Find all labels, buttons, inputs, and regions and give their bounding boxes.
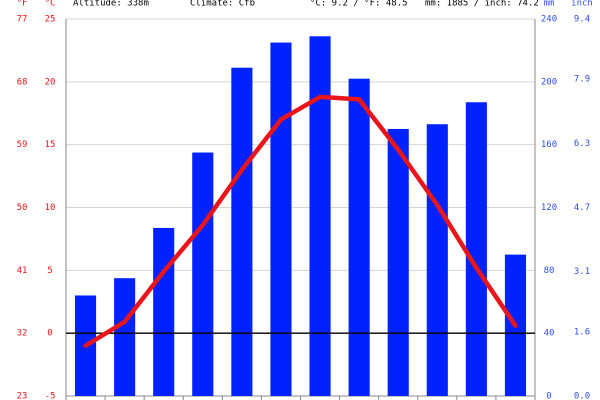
y-tick-label: 40 — [544, 329, 555, 339]
y-tick-label: 1.6 — [574, 327, 590, 337]
bar — [270, 42, 292, 396]
y-tick-label: 0 — [546, 392, 551, 400]
annotation: mm: 1885 / inch: 74.2 — [425, 0, 539, 9]
y-tick-label: 80 — [544, 266, 555, 276]
y-tick-label: 25 — [45, 15, 56, 25]
y-tick-label: -5 — [45, 392, 56, 400]
y-tick-label: 7.9 — [574, 75, 590, 85]
y-tick-label: 120 — [541, 203, 557, 213]
y-tick-label: 68 — [17, 77, 28, 87]
y-tick-label: 32 — [17, 329, 28, 339]
y-tick-label: 200 — [541, 77, 557, 87]
bar — [387, 128, 409, 397]
axis-unit-mm: mm — [544, 0, 555, 9]
y-tick-label: 0.0 — [574, 392, 590, 400]
bar — [192, 152, 214, 396]
temperature-line — [83, 94, 518, 348]
y-tick-label: 0 — [47, 329, 52, 339]
y-tick-label: 23 — [17, 392, 28, 400]
y-tick-label: 5 — [47, 266, 52, 276]
bar — [309, 36, 331, 396]
y-tick-label: 160 — [541, 140, 557, 150]
y-tick-label: 20 — [45, 77, 56, 87]
y-tick-label: 59 — [17, 140, 28, 150]
bar — [114, 278, 136, 396]
axis-unit-c: °C — [45, 0, 56, 9]
y-tick-label: 50 — [17, 203, 28, 213]
y-tick-label: 6.3 — [574, 139, 590, 149]
y-tick-label: 3.1 — [574, 267, 590, 277]
annotation: °C: 9.2 / °F: 48.5 — [310, 0, 408, 9]
annotation: Climate: Cfb — [190, 0, 255, 9]
bar — [231, 67, 253, 396]
y-tick-label: 9.4 — [574, 15, 590, 25]
y-tick-label: 240 — [541, 15, 557, 25]
y-tick-label: 77 — [17, 15, 28, 25]
bar — [348, 78, 370, 397]
bar — [426, 124, 448, 396]
axis-unit-inch: inch — [571, 0, 593, 9]
y-tick-label: 41 — [17, 266, 28, 276]
annotation: Altitude: 338m — [73, 0, 149, 9]
y-tick-label: 10 — [45, 203, 56, 213]
bar — [465, 102, 487, 397]
axis-unit-f: °F — [17, 0, 28, 9]
y-tick-label: 4.7 — [574, 203, 590, 213]
y-tick-label: 15 — [45, 140, 56, 150]
bar — [153, 227, 175, 396]
